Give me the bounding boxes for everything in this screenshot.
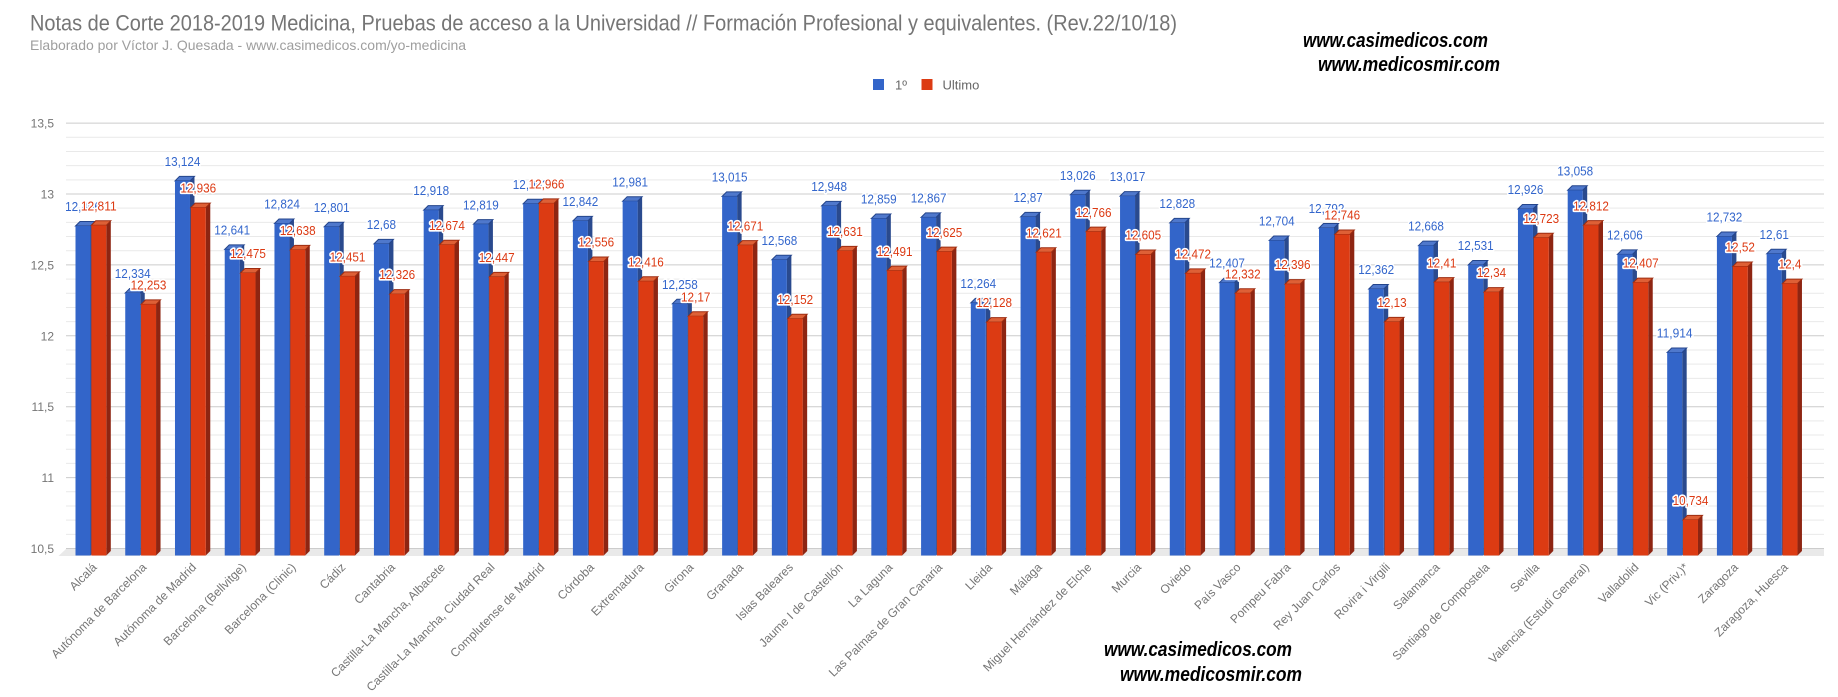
svg-text:12,811: 12,811 — [81, 198, 117, 213]
svg-text:12,416: 12,416 — [628, 254, 664, 269]
svg-text:12,556: 12,556 — [578, 235, 614, 250]
svg-text:12,152: 12,152 — [777, 292, 813, 307]
svg-text:12,472: 12,472 — [1175, 247, 1211, 262]
svg-text:12,674: 12,674 — [429, 218, 465, 233]
svg-text:12,52: 12,52 — [1726, 240, 1755, 255]
svg-text:13,5: 13,5 — [31, 117, 55, 131]
svg-text:www.casimedicos.com: www.casimedicos.com — [1104, 639, 1292, 661]
svg-text:12,806: 12,806 — [65, 199, 101, 214]
svg-text:12,819: 12,819 — [463, 197, 499, 212]
svg-text:12,867: 12,867 — [911, 191, 947, 206]
svg-text:12,723: 12,723 — [1523, 211, 1559, 226]
svg-text:10,734: 10,734 — [1673, 493, 1709, 508]
svg-text:12,625: 12,625 — [927, 225, 963, 240]
svg-text:12,41: 12,41 — [1427, 255, 1456, 270]
svg-text:12,475: 12,475 — [230, 246, 266, 261]
svg-text:12,792: 12,792 — [1309, 201, 1345, 216]
svg-text:12,17: 12,17 — [681, 289, 710, 304]
svg-text:12,407: 12,407 — [1623, 256, 1659, 271]
svg-text:12,13: 12,13 — [1377, 295, 1406, 310]
svg-text:12,531: 12,531 — [1458, 238, 1494, 253]
svg-text:12,732: 12,732 — [1707, 210, 1743, 225]
svg-text:12,334: 12,334 — [115, 266, 151, 281]
svg-text:11,5: 11,5 — [32, 400, 55, 414]
svg-text:11,914: 11,914 — [1657, 326, 1693, 341]
svg-text:12,253: 12,253 — [131, 278, 167, 293]
svg-text:12,326: 12,326 — [379, 267, 415, 282]
svg-text:10,5: 10,5 — [31, 542, 55, 556]
svg-text:Elaborado por Víctor J. Quesad: Elaborado por Víctor J. Quesada - www.ca… — [30, 37, 466, 53]
svg-text:13: 13 — [41, 188, 55, 202]
svg-text:12,5: 12,5 — [31, 258, 55, 272]
svg-text:12,948: 12,948 — [811, 179, 847, 194]
svg-text:13,015: 13,015 — [712, 170, 748, 185]
svg-text:12: 12 — [41, 329, 55, 343]
svg-text:12,704: 12,704 — [1259, 214, 1295, 229]
svg-text:12,631: 12,631 — [827, 224, 863, 239]
svg-text:12,396: 12,396 — [1275, 257, 1311, 272]
svg-text:12,746: 12,746 — [1324, 208, 1360, 223]
svg-text:www.medicosmir.com: www.medicosmir.com — [1318, 54, 1500, 76]
svg-text:12,362: 12,362 — [1358, 262, 1394, 277]
svg-text:12,766: 12,766 — [1076, 205, 1112, 220]
svg-text:11: 11 — [42, 471, 55, 485]
svg-text:13,026: 13,026 — [1060, 168, 1096, 183]
svg-text:12,568: 12,568 — [762, 233, 798, 248]
svg-text:12,926: 12,926 — [1508, 182, 1544, 197]
svg-text:12,966: 12,966 — [529, 176, 565, 191]
svg-text:12,258: 12,258 — [662, 277, 698, 292]
svg-text:12,668: 12,668 — [1408, 219, 1444, 234]
svg-text:12,407: 12,407 — [1209, 256, 1245, 271]
svg-text:12,87: 12,87 — [1013, 190, 1042, 205]
svg-text:12,641: 12,641 — [214, 223, 250, 238]
svg-text:12,828: 12,828 — [1159, 196, 1195, 211]
svg-text:12,963: 12,963 — [513, 177, 549, 192]
svg-text:12,451: 12,451 — [330, 249, 366, 264]
svg-text:12,34: 12,34 — [1477, 265, 1506, 280]
svg-text:Ultimo: Ultimo — [943, 78, 980, 93]
svg-text:www.casimedicos.com: www.casimedicos.com — [1303, 30, 1488, 52]
svg-text:12,332: 12,332 — [1225, 266, 1261, 281]
svg-text:12,936: 12,936 — [180, 181, 216, 196]
svg-text:12,491: 12,491 — [877, 244, 913, 259]
svg-text:12,605: 12,605 — [1125, 228, 1161, 243]
svg-text:12,859: 12,859 — [861, 192, 897, 207]
svg-text:12,801: 12,801 — [314, 200, 350, 215]
svg-text:13,124: 13,124 — [165, 154, 201, 169]
svg-text:12,824: 12,824 — [264, 197, 300, 212]
svg-text:12,447: 12,447 — [479, 250, 515, 265]
svg-text:12,981: 12,981 — [612, 174, 648, 189]
svg-text:12,621: 12,621 — [1026, 225, 1062, 240]
svg-text:12,671: 12,671 — [728, 218, 764, 233]
svg-text:12,638: 12,638 — [280, 223, 316, 238]
svg-text:12,842: 12,842 — [563, 194, 599, 209]
svg-text:Notas de Corte 2018-2019 Medic: Notas de Corte 2018-2019 Medicina, Prueb… — [30, 11, 1177, 36]
svg-text:13,058: 13,058 — [1557, 163, 1593, 178]
svg-text:13,017: 13,017 — [1110, 169, 1146, 184]
svg-text:12,68: 12,68 — [367, 217, 396, 232]
svg-text:1º: 1º — [895, 78, 907, 93]
svg-text:www.medicosmir.com: www.medicosmir.com — [1120, 664, 1302, 686]
svg-text:12,128: 12,128 — [976, 295, 1012, 310]
svg-text:12,812: 12,812 — [1573, 198, 1609, 213]
svg-text:12,61: 12,61 — [1760, 227, 1789, 242]
svg-text:12,4: 12,4 — [1779, 257, 1802, 272]
svg-text:12,606: 12,606 — [1607, 228, 1643, 243]
svg-text:12,264: 12,264 — [960, 276, 996, 291]
svg-text:12,918: 12,918 — [413, 183, 449, 198]
